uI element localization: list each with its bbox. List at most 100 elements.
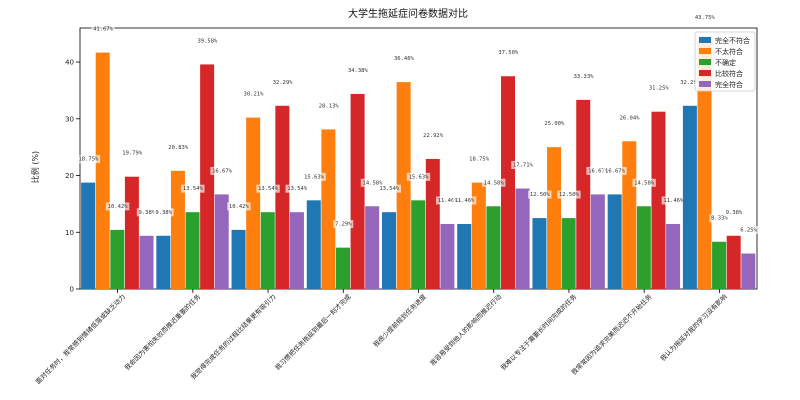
value-label-bg	[511, 161, 535, 170]
value-label: 31.25%	[649, 86, 670, 92]
legend-label: 完全符合	[715, 80, 743, 89]
value-label: 10.42%	[108, 204, 129, 210]
value-label-bg	[678, 78, 702, 87]
bar	[275, 105, 290, 290]
legend-label: 不确定	[715, 58, 736, 67]
value-label: 13.54%	[287, 186, 308, 192]
legend-label: 比较符合	[715, 69, 743, 78]
x-tick-label: 我容易受到他人的影响而推迟行动	[428, 292, 504, 368]
value-label: 6.25%	[740, 228, 757, 234]
bar	[622, 141, 637, 289]
value-label: 12.50%	[530, 192, 551, 198]
value-label: 16.67%	[588, 168, 609, 174]
bar	[81, 182, 96, 289]
value-label: 10.42%	[229, 204, 250, 210]
value-label-bg	[482, 178, 506, 187]
x-tick-label: 我觉得完成任务的过程比结果更有吸引力	[188, 292, 277, 381]
y-tick-label: 0	[70, 286, 74, 294]
value-label: 16.67%	[212, 168, 233, 174]
value-label: 20.83%	[168, 145, 189, 151]
value-label-bg	[210, 166, 234, 175]
value-label: 14.58%	[484, 180, 505, 186]
bar	[666, 223, 681, 289]
value-label: 16.67%	[605, 168, 626, 174]
y-tick-label: 40	[65, 59, 74, 67]
value-label: 22.92%	[423, 133, 444, 139]
bar	[471, 182, 486, 289]
bar	[124, 176, 139, 289]
bar	[350, 93, 365, 289]
bar	[697, 40, 712, 290]
value-label-bg	[316, 101, 341, 110]
value-label-bg	[241, 90, 266, 99]
legend-label: 不太符合	[715, 47, 743, 56]
value-label: 34.38%	[348, 68, 369, 74]
value-label-bg	[181, 184, 205, 193]
value-label-bg	[256, 184, 280, 193]
value-label-bg	[661, 196, 686, 205]
bar	[306, 200, 321, 289]
x-tick-label: 我难以专注于需要长时间完成的任务	[498, 292, 578, 372]
bar	[139, 235, 154, 289]
value-label-bg	[406, 172, 431, 181]
bar	[741, 253, 756, 289]
value-label-bg	[120, 149, 144, 158]
bar	[576, 99, 591, 289]
value-label: 26.04%	[620, 115, 641, 121]
value-label: 12.50%	[559, 192, 580, 198]
bar	[440, 223, 455, 289]
value-label-bg	[76, 155, 101, 164]
value-label: 17.71%	[513, 163, 534, 169]
bar	[382, 212, 396, 289]
value-label-bg	[195, 36, 220, 45]
value-label-bg	[360, 178, 385, 187]
plot-area: 0 10 20 30 40 面对任务时，我常感到情绪低落或缺乏动力 18.75% 41.67%…	[33, 13, 759, 386]
value-label-bg	[153, 208, 174, 217]
bar	[95, 52, 110, 290]
bar	[246, 117, 261, 289]
x-tick-label: 我很少提前规划任务进度	[371, 292, 428, 349]
x-tick-label: 我习惯把任务拖延到最后一刻才完成	[273, 292, 353, 372]
bar	[486, 206, 501, 289]
value-label: 25.00%	[544, 121, 565, 127]
value-label: 15.63%	[409, 174, 430, 180]
bar	[231, 229, 246, 289]
value-label: 11.46%	[455, 198, 476, 204]
bar	[411, 200, 426, 289]
value-label-bg	[436, 196, 460, 205]
bar	[501, 76, 516, 289]
value-label-bg	[166, 143, 190, 152]
value-label-bg	[586, 166, 610, 175]
value-label-bg	[738, 226, 759, 235]
y-tick-label: 30	[65, 115, 74, 123]
bar	[260, 212, 275, 289]
bar	[321, 129, 336, 289]
bar	[547, 147, 562, 289]
value-label-bg	[392, 54, 416, 63]
bar	[289, 212, 304, 289]
value-label: 13.54%	[379, 186, 400, 192]
value-label-bg	[542, 119, 567, 128]
value-label-bg	[647, 84, 671, 93]
x-tick-label: 我认为拖延对我的学习没有影响	[658, 292, 729, 363]
x-tick-label: 我常常因为追求完美而迟迟不开始任务	[569, 292, 654, 377]
value-label: 36.46%	[394, 56, 415, 62]
value-label: 14.58%	[363, 180, 384, 186]
value-label: 33.33%	[574, 74, 595, 80]
value-label: 7.29%	[335, 222, 352, 228]
value-label: 11.46%	[438, 198, 459, 204]
value-label: 32.29%	[680, 80, 701, 86]
value-label-bg	[709, 214, 730, 223]
value-label: 9.38%	[155, 210, 172, 216]
bar	[712, 241, 727, 289]
value-label: 14.58%	[634, 180, 655, 186]
value-label: 8.33%	[711, 216, 728, 222]
bar	[425, 158, 440, 289]
value-label-bg	[270, 78, 295, 87]
bar	[515, 188, 530, 289]
bar	[532, 218, 547, 289]
value-label: 37.50%	[498, 50, 519, 56]
value-label-bg	[136, 208, 157, 217]
